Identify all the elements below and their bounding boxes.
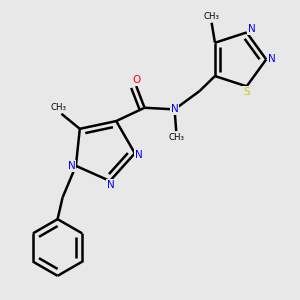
Text: N: N xyxy=(268,54,276,64)
Text: CH₃: CH₃ xyxy=(168,133,184,142)
Text: CH₃: CH₃ xyxy=(204,12,220,21)
Text: S: S xyxy=(243,87,250,97)
Text: N: N xyxy=(135,150,143,160)
Text: N: N xyxy=(248,24,256,34)
Text: N: N xyxy=(68,161,76,171)
Text: CH₃: CH₃ xyxy=(50,103,66,112)
Text: N: N xyxy=(107,180,115,190)
Text: O: O xyxy=(132,75,140,85)
Text: N: N xyxy=(171,104,178,114)
